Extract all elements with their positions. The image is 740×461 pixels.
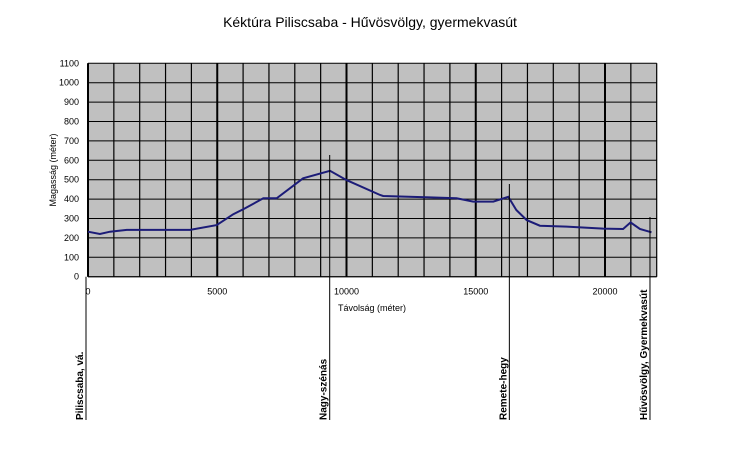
y-tick-label: 1000 (59, 78, 79, 88)
y-tick-label: 1100 (60, 58, 79, 68)
y-axis-label: Magasság (méter) (48, 133, 58, 206)
y-tick-label: 100 (64, 252, 79, 262)
waypoint-label: Nagy-szénás (319, 358, 330, 420)
chart-title: Kéktúra Piliscsaba - Hűvösvölgy, gyermek… (223, 14, 517, 30)
x-tick-label: 15000 (463, 287, 488, 297)
y-tick-label: 400 (64, 194, 79, 204)
y-tick-label: 300 (64, 214, 79, 224)
x-tick-label: 10000 (334, 287, 359, 297)
y-tick-label: 800 (64, 117, 79, 127)
y-tick-label: 600 (64, 155, 79, 165)
x-tick-label: 0 (85, 287, 90, 297)
x-tick-label: 20000 (592, 287, 617, 297)
waypoint-label: Piliscsaba, vá. (75, 351, 86, 420)
x-tick-label: 5000 (207, 287, 227, 297)
y-tick-label: 0 (74, 272, 79, 282)
y-tick-label: 200 (64, 233, 79, 243)
x-axis-label: Távolság (méter) (338, 303, 406, 313)
waypoint-label: Remete-hegy (498, 357, 509, 420)
y-tick-label: 500 (64, 175, 79, 185)
y-tick-label: 700 (64, 136, 79, 146)
y-tick-label: 900 (64, 97, 79, 107)
elevation-line (87, 169, 652, 236)
waypoint-label: Hűvösvölgy, Gyermekvasút (639, 289, 650, 420)
